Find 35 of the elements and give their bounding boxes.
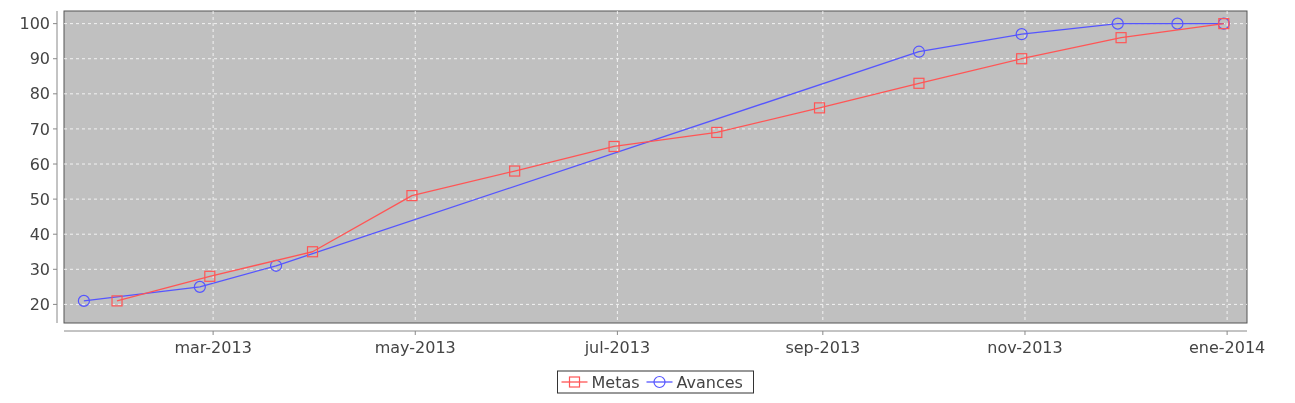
point bbox=[111, 295, 123, 307]
y-tick-label: 100 bbox=[19, 14, 50, 34]
x-tick-label: may-2013 bbox=[374, 338, 456, 357]
y-tick-label: 80 bbox=[29, 84, 50, 104]
point bbox=[204, 270, 216, 282]
point bbox=[1171, 17, 1184, 30]
y-tick-label: 30 bbox=[29, 259, 50, 279]
x-tick-label: mar-2013 bbox=[174, 338, 252, 357]
point bbox=[193, 280, 206, 293]
point bbox=[711, 126, 723, 139]
point bbox=[306, 246, 319, 258]
x-tick-label: sep-2013 bbox=[785, 338, 861, 357]
point bbox=[1015, 28, 1028, 41]
x-tick-label: nov-2013 bbox=[987, 338, 1063, 357]
y-tick-label: 90 bbox=[29, 49, 50, 69]
point bbox=[1115, 32, 1127, 44]
y-tick-label: 20 bbox=[29, 295, 50, 314]
point bbox=[813, 102, 826, 114]
point bbox=[913, 77, 925, 89]
legend-label: Avances bbox=[676, 372, 743, 392]
x-tick-label: ene-2014 bbox=[1188, 338, 1266, 357]
point bbox=[608, 140, 620, 153]
y-tick-label: 50 bbox=[29, 189, 50, 209]
point bbox=[269, 259, 283, 272]
y-tick-label: 40 bbox=[29, 224, 50, 244]
y-tick-label: 70 bbox=[29, 119, 50, 139]
point bbox=[912, 45, 926, 58]
y-tick-label: 60 bbox=[29, 154, 50, 174]
legend-label: Metas bbox=[591, 372, 640, 392]
x-tick-label: jul-2013 bbox=[583, 338, 651, 357]
point bbox=[1016, 53, 1028, 65]
point bbox=[509, 165, 521, 177]
point bbox=[406, 190, 418, 202]
point bbox=[1111, 17, 1124, 30]
point bbox=[77, 294, 90, 307]
